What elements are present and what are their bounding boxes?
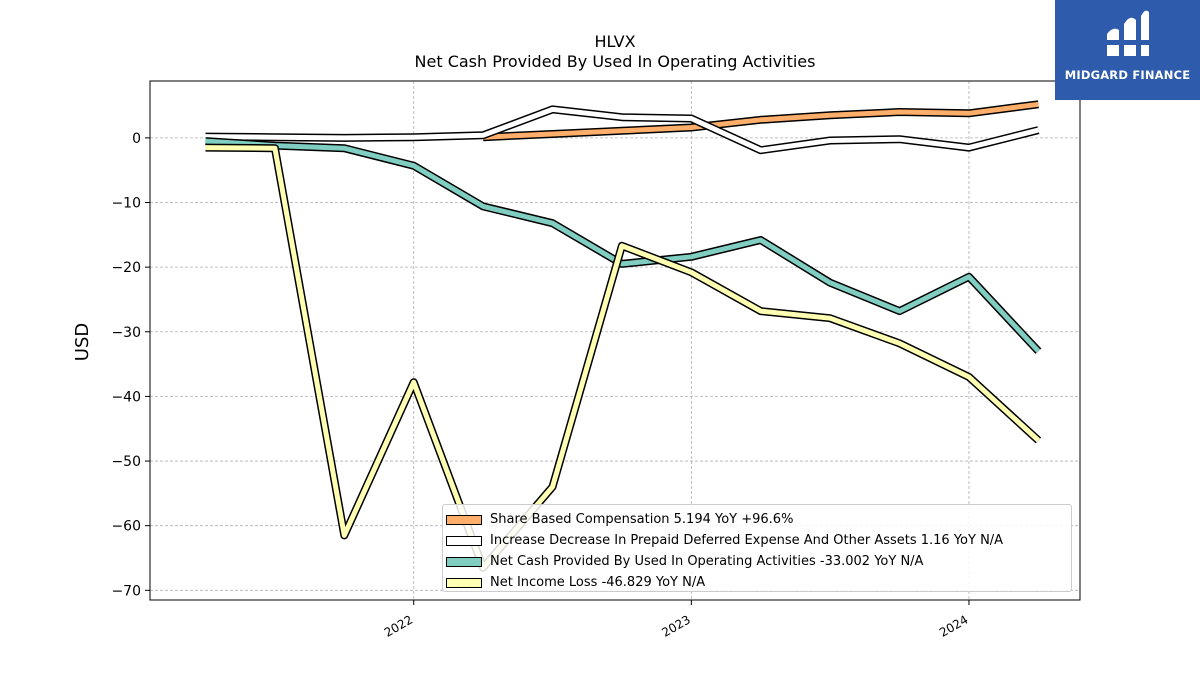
x-tick-label: 2022 [382, 612, 415, 639]
legend-entry-share-based-compensation: Share Based Compensation 5.194 YoY +96.6… [443, 509, 1071, 530]
legend-label: Net Cash Provided By Used In Operating A… [490, 554, 924, 569]
legend-swatch [446, 556, 482, 567]
legend-label: Share Based Compensation 5.194 YoY +96.6… [490, 512, 794, 527]
chart-subtitle: Net Cash Provided By Used In Operating A… [414, 52, 816, 71]
y-tick-label: 0 [132, 131, 141, 147]
legend-label: Increase Decrease In Prepaid Deferred Ex… [490, 533, 1004, 548]
series-line [205, 145, 1041, 571]
legend-label: Net Income Loss -46.829 YoY N/A [490, 575, 706, 590]
legend-swatch [446, 535, 482, 546]
series-line [205, 106, 1040, 153]
x-tick-label: 2024 [937, 612, 970, 639]
legend-swatch [446, 514, 482, 525]
y-tick-label: −70 [111, 583, 141, 599]
logo-mark-icon [1105, 10, 1151, 57]
chart-title: HLVX [594, 32, 636, 51]
y-tick-label: −60 [111, 519, 141, 535]
y-tick-label: −30 [111, 325, 141, 341]
plot-frame [149, 80, 1081, 601]
brand-logo: MIDGARD FINANCE [1055, 0, 1200, 100]
legend-entry-net-income-loss: Net Income Loss -46.829 YoY N/A [443, 572, 1071, 593]
legend-swatch [446, 577, 482, 588]
legend-entry-prepaid-deferred-expense: Increase Decrease In Prepaid Deferred Ex… [443, 530, 1071, 551]
legend-entry-net-cash-operating: Net Cash Provided By Used In Operating A… [443, 551, 1071, 572]
series-layer [205, 100, 1042, 572]
series-line [205, 138, 1041, 353]
series-line [482, 101, 1039, 140]
logo-text: MIDGARD FINANCE [1064, 68, 1191, 82]
x-tick-label: 2023 [659, 612, 692, 639]
y-tick-label: −20 [111, 260, 141, 276]
legend: Share Based Compensation 5.194 YoY +96.6… [442, 504, 1072, 592]
y-tick-label: −50 [111, 454, 141, 470]
y-tick-label: −40 [111, 389, 141, 405]
y-tick-label: −10 [111, 196, 141, 212]
y-axis-label: USD [72, 323, 93, 361]
